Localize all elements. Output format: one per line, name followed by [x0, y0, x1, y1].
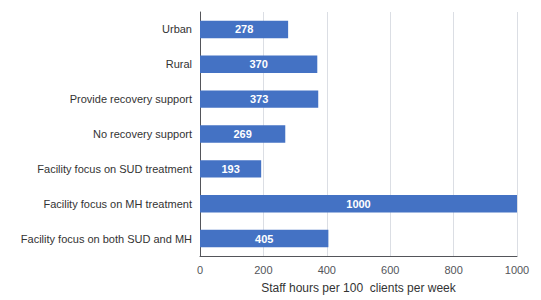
svg-text:373: 373 [250, 93, 268, 105]
svg-text:Staff hours per 100 clients p: Staff hours per 100 clients per week [261, 281, 457, 295]
svg-text:400: 400 [318, 264, 336, 276]
svg-text:800: 800 [444, 264, 462, 276]
svg-text:193: 193 [221, 163, 239, 175]
svg-text:600: 600 [381, 264, 399, 276]
svg-text:269: 269 [233, 128, 251, 140]
svg-text:No recovery support: No recovery support [93, 128, 192, 140]
svg-text:1000: 1000 [505, 264, 529, 276]
svg-text:405: 405 [255, 233, 273, 245]
svg-text:Facility focus on SUD treatmen: Facility focus on SUD treatment [37, 163, 192, 175]
svg-text:1000: 1000 [346, 198, 370, 210]
svg-text:Rural: Rural [166, 58, 192, 70]
svg-text:0: 0 [197, 264, 203, 276]
svg-text:Facility focus on both SUD and: Facility focus on both SUD and MH [21, 233, 192, 245]
svg-text:200: 200 [254, 264, 272, 276]
svg-text:Urban: Urban [162, 23, 192, 35]
svg-text:Facility focus on MH treatment: Facility focus on MH treatment [43, 198, 192, 210]
svg-text:370: 370 [249, 58, 267, 70]
svg-text:Provide recovery support: Provide recovery support [70, 93, 192, 105]
svg-text:278: 278 [235, 23, 253, 35]
